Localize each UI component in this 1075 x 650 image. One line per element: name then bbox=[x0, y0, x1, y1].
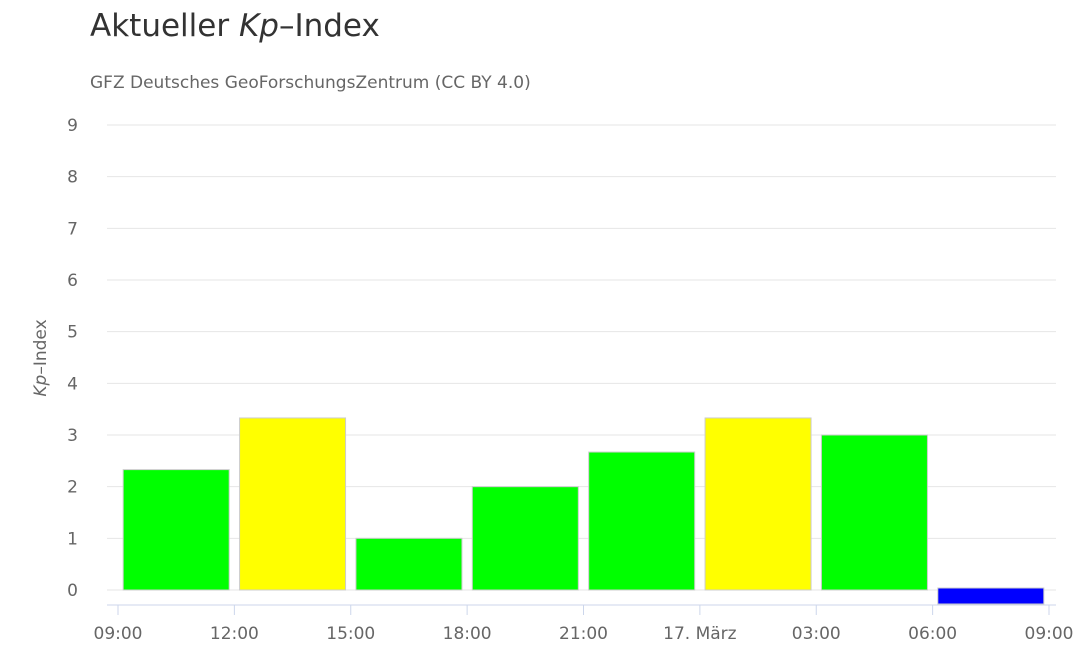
y-tick-label: 9 bbox=[67, 116, 78, 136]
x-tick-label: 03:00 bbox=[792, 624, 841, 644]
kp-bar bbox=[937, 587, 1045, 605]
title-prefix: Aktueller bbox=[90, 8, 239, 44]
y-axis-title: Kp–Index bbox=[31, 319, 51, 396]
kp-bar bbox=[704, 417, 812, 591]
y-tick-label: 1 bbox=[67, 529, 78, 549]
y-tick-label: 6 bbox=[67, 271, 78, 291]
kp-bar bbox=[820, 434, 928, 591]
x-tick-label: 12:00 bbox=[210, 624, 259, 644]
y-tick-label: 8 bbox=[67, 168, 78, 188]
x-tick-label: 09:00 bbox=[1025, 624, 1074, 644]
kp-bar bbox=[122, 469, 230, 591]
y-tick-label: 0 bbox=[67, 581, 78, 601]
x-tick-label: 06:00 bbox=[908, 624, 957, 644]
chart-subtitle: GFZ Deutsches GeoForschungsZentrum (CC B… bbox=[90, 73, 531, 93]
y-tick-label: 2 bbox=[67, 478, 78, 498]
kp-bar bbox=[471, 486, 579, 591]
kp-bar bbox=[355, 537, 463, 591]
kp-bar bbox=[588, 451, 696, 591]
chart-title: Aktueller Kp–Index bbox=[90, 8, 380, 44]
y-tick-label: 3 bbox=[67, 426, 78, 446]
title-suffix: –Index bbox=[278, 8, 380, 44]
x-tick-label: 18:00 bbox=[443, 624, 492, 644]
y-tick-label: 7 bbox=[67, 219, 78, 239]
y-tick-label: 4 bbox=[67, 374, 78, 394]
kp-bar bbox=[239, 417, 347, 591]
x-tick-label: 21:00 bbox=[559, 624, 608, 644]
x-tick-label: 17. März bbox=[663, 624, 737, 644]
title-kp: Kp bbox=[238, 8, 279, 44]
x-tick-label: 15:00 bbox=[326, 624, 375, 644]
y-tick-label: 5 bbox=[67, 323, 78, 343]
x-tick-label: 09:00 bbox=[94, 624, 143, 644]
